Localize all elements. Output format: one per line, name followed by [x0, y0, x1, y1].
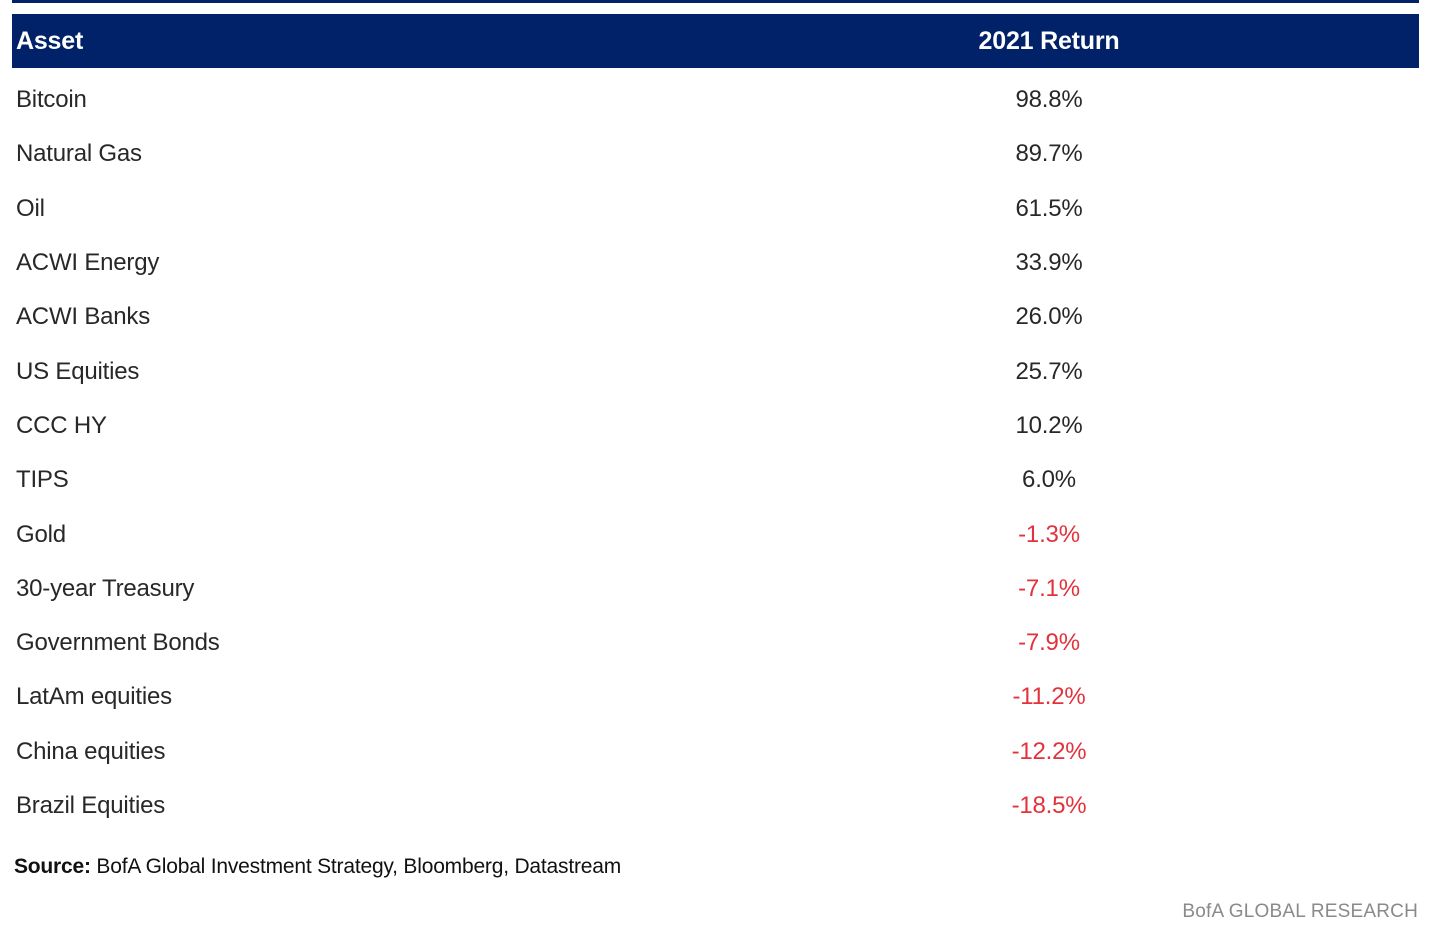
asset-name: LatAm equities: [16, 683, 172, 711]
return-value: -12.2%: [1011, 737, 1087, 765]
return-value: 89.7%: [1015, 140, 1083, 168]
source-label: Source:: [14, 855, 91, 879]
table-header-row: Asset 2021 Return: [12, 14, 1419, 68]
return-value: 33.9%: [1015, 249, 1083, 277]
return-value: -1.3%: [1018, 520, 1080, 548]
top-rule: [12, 0, 1419, 3]
return-value: 10.2%: [1015, 411, 1083, 439]
table-row: Bitcoin 98.8%: [12, 73, 1419, 127]
table-row: Natural Gas 89.7%: [12, 127, 1419, 181]
table-row: TIPS 6.0%: [12, 453, 1419, 507]
asset-name: ACWI Banks: [16, 303, 151, 331]
asset-name: Gold: [16, 520, 66, 548]
asset-name: CCC HY: [16, 411, 107, 439]
table-row: Government Bonds -7.9%: [12, 616, 1419, 670]
return-value: 25.7%: [1015, 357, 1083, 385]
asset-name: Brazil Equities: [16, 792, 166, 819]
brand-attribution: BofA GLOBAL RESEARCH: [1182, 901, 1418, 923]
asset-name: Natural Gas: [16, 140, 142, 168]
table-body: Bitcoin 98.8% Natural Gas 89.7% Oil 61.5…: [12, 73, 1419, 833]
column-header-asset: Asset: [16, 26, 84, 55]
column-header-return: 2021 Return: [978, 26, 1120, 55]
table-row: CCC HY 10.2%: [12, 399, 1419, 453]
table-row: China equities -12.2%: [12, 725, 1419, 779]
returns-table: Asset 2021 Return Bitcoin 98.8% Natural …: [12, 0, 1419, 833]
source-note: Source: BofA Global Investment Strategy,…: [12, 855, 1419, 879]
table-row: ACWI Banks 26.0%: [12, 290, 1419, 344]
table-row: Oil 61.5%: [12, 182, 1419, 236]
asset-name: Bitcoin: [16, 86, 87, 114]
asset-name: ACWI Energy: [16, 249, 160, 277]
table-row: US Equities 25.7%: [12, 344, 1419, 398]
return-value: 61.5%: [1015, 194, 1083, 222]
return-value: 98.8%: [1015, 86, 1083, 114]
asset-name: TIPS: [16, 466, 69, 494]
source-text: BofA Global Investment Strategy, Bloombe…: [90, 855, 621, 879]
return-value: 6.0%: [1022, 466, 1076, 494]
return-value: -11.2%: [1012, 683, 1086, 711]
asset-name: Oil: [16, 194, 45, 222]
table-row: LatAm equities -11.2%: [12, 670, 1419, 724]
asset-name: 30-year Treasury: [16, 574, 195, 602]
asset-name: Government Bonds: [16, 629, 220, 657]
return-value: 26.0%: [1015, 303, 1083, 331]
asset-name: China equities: [16, 737, 166, 765]
return-value: -7.1%: [1018, 574, 1080, 602]
table-row: 30-year Treasury -7.1%: [12, 562, 1419, 616]
table-row: Brazil Equities -18.5%: [12, 779, 1419, 833]
return-value: -18.5%: [1011, 792, 1087, 819]
asset-name: US Equities: [16, 357, 140, 385]
table-row: Gold -1.3%: [12, 507, 1419, 561]
table-row: ACWI Energy 33.9%: [12, 236, 1419, 290]
return-value: -7.9%: [1018, 629, 1080, 657]
